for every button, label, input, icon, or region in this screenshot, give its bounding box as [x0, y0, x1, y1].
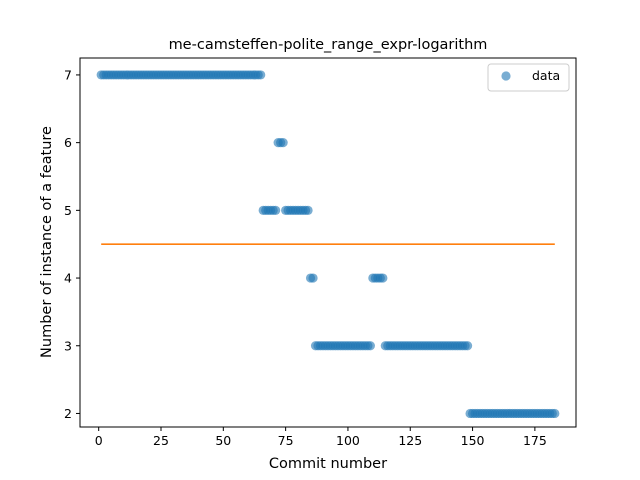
legend-label: data — [532, 68, 560, 83]
data-point — [308, 273, 318, 283]
legend-frame — [487, 63, 570, 92]
x-tick-label: 100 — [336, 433, 360, 448]
x-tick-label: 50 — [215, 433, 231, 448]
x-tick-label: 150 — [461, 433, 485, 448]
legend-marker — [501, 71, 511, 81]
x-tick-label: 25 — [153, 433, 169, 448]
x-tick-label: 75 — [278, 433, 294, 448]
data-point — [462, 341, 473, 351]
data-point — [378, 273, 388, 283]
y-axis-title: Number of instance of a feature — [39, 126, 55, 358]
y-tick-label: 2 — [64, 406, 72, 421]
data-point — [256, 70, 266, 80]
data-point — [365, 341, 375, 351]
y-tick-label: 4 — [64, 271, 72, 286]
y-tick-label: 6 — [64, 135, 72, 150]
x-axis-title: Commit number — [269, 456, 387, 472]
x-tick-label: 125 — [398, 433, 422, 448]
axes-frame — [79, 57, 577, 428]
plot-area — [96, 70, 560, 419]
y-tick-label: 7 — [64, 67, 72, 82]
data-point — [278, 138, 288, 148]
y-tick-label: 3 — [64, 338, 72, 353]
x-tick-label: 0 — [95, 433, 103, 448]
legend: data — [487, 63, 570, 92]
data-point — [271, 205, 281, 215]
data-point — [550, 408, 560, 419]
y-tick-label: 5 — [64, 203, 72, 218]
y-axis: 2 3 4 5 6 7 — [64, 67, 80, 421]
data-point — [303, 205, 313, 215]
x-axis: 0 25 50 75 100 125 150 175 — [95, 427, 547, 448]
x-tick-label: 175 — [523, 433, 547, 448]
chart-title: me-camsteffen-polite_range_expr-logarith… — [169, 37, 488, 53]
